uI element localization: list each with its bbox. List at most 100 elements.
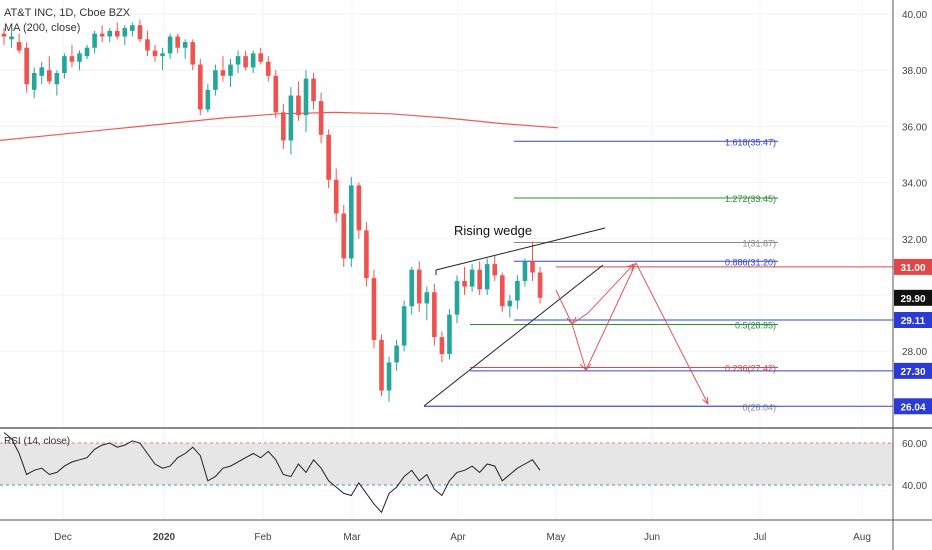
candle-body (114, 30, 120, 37)
time-tick-label: Jun (644, 532, 660, 543)
candle-body (47, 70, 52, 82)
candle-body (522, 261, 528, 281)
candle-body (77, 53, 82, 62)
pattern-label: Rising wedge (454, 223, 532, 238)
rsi-layer (0, 432, 893, 514)
rsi-band (0, 443, 893, 485)
projection-arrow-b (571, 261, 709, 405)
candle-body (500, 275, 505, 307)
rsi-line (3, 432, 541, 514)
price-badge-label: 29.11 (901, 316, 926, 327)
candle-body (401, 306, 407, 346)
candle-body (356, 185, 362, 231)
candle-body (432, 292, 437, 338)
candle-body (167, 36, 173, 54)
candle-body (228, 64, 233, 76)
candle-body (409, 269, 414, 307)
candle-body (326, 134, 331, 180)
candle-body (454, 280, 460, 315)
price-badge-label: 29.90 (900, 294, 925, 305)
time-tick-label: Apr (450, 532, 466, 543)
price-tick-label: 36.00 (902, 122, 927, 133)
candle-body (137, 25, 143, 40)
fib-label: 0(26.04) (742, 402, 776, 412)
candle-body (447, 314, 452, 355)
candle-body (507, 300, 513, 307)
candle-body (439, 337, 445, 355)
candle-body (469, 269, 475, 287)
candle-body (424, 292, 430, 304)
candle-body (107, 30, 112, 37)
projection-turn-head (566, 316, 577, 325)
candle-body (39, 67, 45, 76)
rsi-tick-label: 60.00 (902, 439, 927, 450)
candle-body (69, 56, 75, 62)
candle-body (250, 53, 256, 68)
candle-body (175, 36, 180, 48)
candle-body (16, 42, 22, 51)
candle-body (318, 101, 324, 135)
price-badge (894, 258, 932, 275)
fib-label: 1(31.87) (742, 238, 776, 248)
time-tick-label: Aug (853, 532, 871, 543)
ma-legend: MA (200, close) (4, 22, 80, 34)
time-tick-label: Dec (54, 532, 72, 543)
time-tick-label: Jul (754, 532, 767, 543)
candle-body (92, 33, 97, 48)
candle-body (182, 42, 188, 48)
candle-body (99, 33, 105, 37)
time-tick-label: Feb (254, 532, 272, 543)
candle-body (333, 179, 339, 214)
candle-body (311, 78, 316, 102)
candle-body (220, 70, 226, 76)
candle-body (122, 28, 128, 37)
candle-body (190, 42, 196, 65)
candle-body (386, 362, 392, 391)
candle-body (54, 73, 60, 85)
candle-body (288, 95, 294, 141)
candle-body (349, 185, 354, 259)
candle-body (130, 25, 135, 31)
candle-body (198, 64, 203, 110)
candle-body (341, 213, 347, 259)
fib-label: 0.886(31.20) (725, 257, 776, 267)
candle-body (9, 36, 14, 40)
projection-arrow-b-head (702, 396, 709, 406)
candle-body (296, 95, 301, 116)
projection-arrow-a-head (627, 263, 635, 271)
candle-body (537, 272, 543, 298)
candle-body (515, 280, 520, 301)
price-tick-label: 32.00 (902, 235, 927, 246)
price-badge-label: 27.30 (900, 367, 925, 378)
rsi-tick-label: 40.00 (902, 481, 927, 492)
candle-body (145, 39, 150, 51)
candle-body (273, 75, 279, 113)
candle-body (84, 47, 90, 57)
fib-label: 1.272(33.45) (725, 194, 776, 204)
price-badge (894, 289, 932, 306)
candle-body (1, 33, 7, 37)
price-tick-label: 28.00 (902, 347, 927, 358)
candles-layer (1, 19, 543, 402)
price-tick-label: 34.00 (902, 179, 927, 190)
candle-body (205, 89, 211, 110)
rsi-legend: RSI (14, close) (4, 436, 70, 447)
wedge-upper-line (435, 227, 606, 271)
candle-body (152, 50, 158, 57)
wedge-lower-line (423, 264, 604, 407)
price-tick-label: 40.00 (902, 10, 927, 21)
symbol-title: AT&T INC, 1D, Cboe BZX (4, 7, 131, 19)
price-badge (894, 398, 932, 415)
candle-body (62, 56, 67, 74)
candle-body (243, 56, 248, 68)
candle-body (265, 61, 271, 76)
time-tick-label: May (547, 532, 566, 543)
ma200-line (0, 111, 559, 141)
drawings-layer (423, 227, 709, 407)
candle-body (258, 53, 263, 62)
candle-body (213, 70, 218, 90)
candle-body (477, 269, 482, 290)
candle-body (416, 269, 422, 304)
